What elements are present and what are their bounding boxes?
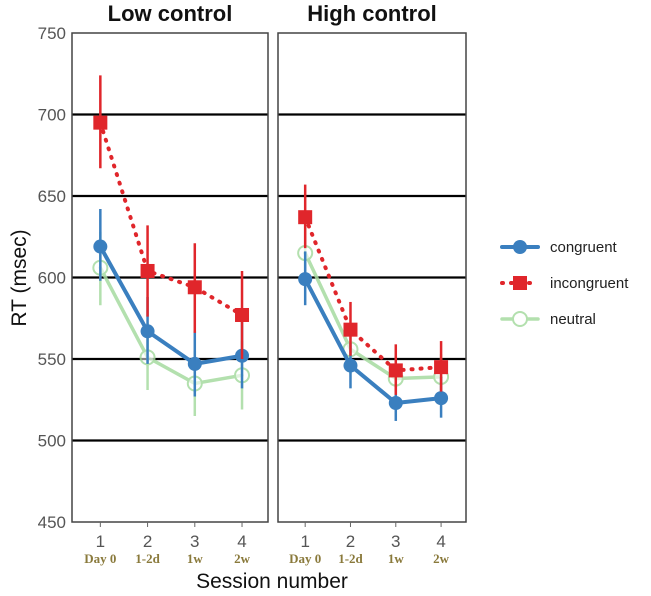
legend-item-congruent (500, 240, 540, 254)
data-point (388, 363, 403, 378)
x-sublabel: 2w (234, 551, 251, 566)
x-sublabel: 1-2d (135, 551, 160, 566)
panel-frame (71, 32, 269, 523)
series-line (98, 120, 245, 317)
x-sublabel: 1-2d (338, 551, 363, 566)
data-point (388, 396, 403, 411)
data-point (298, 210, 313, 225)
series-line (303, 251, 443, 381)
series-line (303, 277, 444, 406)
x-axis-title: Session number (196, 570, 348, 593)
legend-marker (513, 276, 527, 290)
y-tick-label: 700 (38, 106, 66, 125)
data-point (187, 356, 202, 371)
x-sublabel: Day 0 (84, 551, 116, 566)
legend-item-incongruent (500, 276, 540, 290)
legend-marker (513, 240, 527, 254)
data-point (298, 272, 313, 287)
y-axis-title: RT (msec) (8, 229, 31, 326)
y-tick-label: 450 (38, 513, 66, 532)
y-tick-label: 650 (38, 187, 66, 206)
series-neutral (92, 231, 251, 417)
x-tick-label: 4 (237, 532, 246, 551)
data-point (343, 322, 358, 337)
data-point (140, 263, 155, 278)
y-tick-label: 750 (38, 24, 66, 43)
series-congruent (298, 251, 449, 421)
x-tick-label: 4 (436, 532, 445, 551)
series-line (98, 265, 244, 386)
x-sublabel: 1w (187, 551, 204, 566)
x-sublabel: Day 0 (289, 551, 321, 566)
legend: congruent incongruent neutral (500, 239, 629, 328)
data-point (434, 391, 449, 406)
data-point (187, 280, 202, 295)
legend-marker (512, 311, 528, 327)
data-point (235, 307, 250, 322)
y-tick-label: 600 (38, 269, 66, 288)
x-tick-label: 2 (143, 532, 152, 551)
panel-frame (277, 32, 467, 523)
legend-label: neutral (550, 311, 596, 328)
x-tick-label: 1 (300, 532, 309, 551)
panel-title: High control (307, 1, 437, 26)
data-point (343, 358, 358, 373)
series-line (303, 215, 444, 373)
x-tick-label: 3 (190, 532, 199, 551)
legend-label: incongruent (550, 275, 629, 292)
x-tick-label: 2 (346, 532, 355, 551)
series-line (98, 244, 245, 366)
legend-item-neutral (500, 311, 540, 327)
x-tick-label: 1 (96, 532, 105, 551)
x-sublabel: 2w (433, 551, 450, 566)
y-tick-label: 500 (38, 432, 66, 451)
x-tick-label: 3 (391, 532, 400, 551)
panel-title: Low control (108, 1, 233, 26)
data-point (140, 324, 155, 339)
series-incongruent (298, 184, 449, 395)
y-tick-label: 550 (38, 350, 66, 369)
x-sublabel: 1w (388, 551, 405, 566)
series-congruent (93, 209, 250, 397)
series-incongruent (93, 75, 250, 359)
data-point (93, 115, 108, 130)
data-point (434, 360, 449, 375)
legend-label: congruent (550, 239, 618, 256)
data-point (93, 239, 108, 254)
